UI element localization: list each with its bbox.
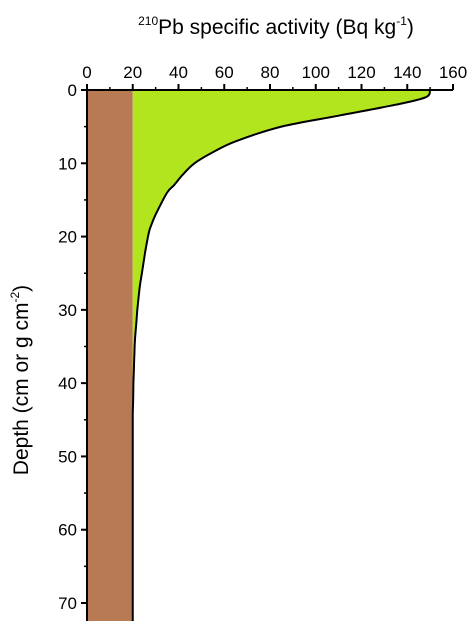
y-tick-label: 10 (58, 154, 77, 173)
y-tick-label: 40 (58, 374, 77, 393)
x-tick-label: 160 (439, 63, 467, 82)
x-axis-title: 210Pb specific activity (Bq kg-1) (138, 14, 414, 39)
y-axis-title: Depth (cm or g cm-2) (8, 285, 33, 475)
y-axis-title-exponent: -2 (8, 291, 22, 302)
y-axis-title-main: Depth (cm or g cm (10, 302, 33, 475)
x-tick-label: 120 (347, 63, 375, 82)
y-tick-label: 50 (58, 447, 77, 466)
x-axis-title-exponent: -1 (396, 14, 407, 28)
x-tick-label: 80 (261, 63, 280, 82)
axes: 0 20 40 60 80 100 120 140 160 0 10 20 30 40 50 60 70 (58, 63, 467, 621)
x-axis-title-isotope: 210 (138, 14, 158, 28)
y-axis-title-end: ) (10, 285, 33, 292)
x-tick-label: 20 (123, 63, 142, 82)
x-tick-label: 100 (302, 63, 330, 82)
y-tick-label: 20 (58, 228, 77, 247)
excess-activity-area (132, 90, 431, 413)
y-tick-label: 0 (68, 81, 77, 100)
x-axis-title-main: Pb specific activity (Bq kg (158, 16, 396, 39)
y-tick-label: 60 (58, 521, 77, 540)
y-tick-label: 70 (58, 594, 77, 613)
y-tick-label: 30 (58, 301, 77, 320)
supported-activity-area (87, 90, 133, 621)
x-tick-label: 0 (82, 63, 91, 82)
x-tick-label: 40 (169, 63, 188, 82)
x-tick-label: 60 (215, 63, 234, 82)
activity-profile-line (131, 89, 432, 413)
x-axis-title-end: ) (407, 16, 414, 39)
x-tick-label: 140 (393, 63, 421, 82)
